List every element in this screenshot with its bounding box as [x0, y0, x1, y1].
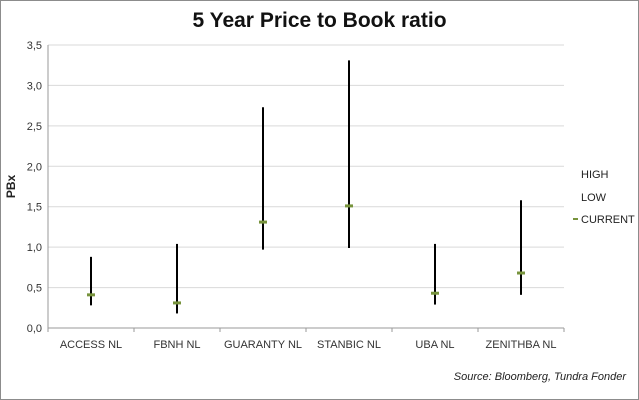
y-tick-label: 2,0	[27, 161, 42, 173]
chart-source: Source: Bloomberg, Tundra Fonder	[453, 371, 626, 383]
y-tick-label: 1,0	[27, 242, 42, 254]
y-tick-label: 3,0	[27, 80, 42, 92]
x-tick-label: ACCESS NL	[60, 339, 122, 351]
x-tick-label: UBA NL	[415, 339, 454, 351]
current-marker	[87, 293, 95, 297]
legend-label: HIGH	[581, 169, 609, 181]
legend-current-swatch	[573, 218, 578, 220]
y-tick-label: 0,0	[27, 323, 42, 335]
legend-label: CURRENT	[581, 214, 635, 226]
current-marker	[431, 291, 439, 295]
current-marker	[517, 271, 525, 275]
y-tick-label: 1,5	[27, 202, 42, 214]
legend-label: LOW	[581, 192, 607, 204]
y-tick-label: 2,5	[27, 121, 42, 133]
x-tick-label: GUARANTY NL	[224, 339, 302, 351]
current-marker	[173, 301, 181, 305]
x-tick-label: ZENITHBA NL	[486, 339, 557, 351]
current-marker	[345, 204, 353, 208]
y-axis-label: PBx	[4, 175, 18, 199]
x-tick-label: STANBIC NL	[317, 339, 381, 351]
y-tick-label: 0,5	[27, 283, 42, 295]
y-tick-label: 3,5	[27, 40, 42, 52]
current-marker	[259, 220, 267, 224]
x-tick-label: FBNH NL	[153, 339, 200, 351]
chart-title: 5 Year Price to Book ratio	[192, 9, 447, 32]
